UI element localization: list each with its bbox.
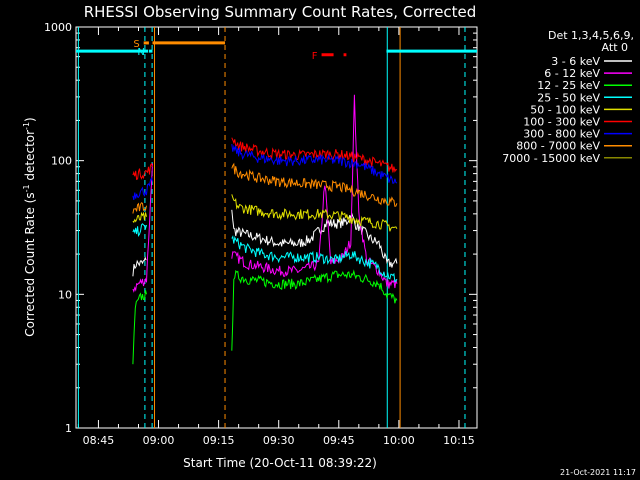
svg-text:Corrected Count Rate (s-1 dete: Corrected Count Rate (s-1 detector-1) [22,117,37,336]
legend-label: 25 - 50 keV [537,91,600,104]
y-axis-label: Corrected Count Rate (s-1 detector-1) [22,117,37,336]
y-axis-label-sup: -1 [22,184,31,192]
y-tick-label: 100 [51,155,72,168]
y-tick-label: 10 [58,288,72,301]
series-line [132,162,153,181]
series-line [132,176,153,201]
legend-label: 300 - 800 keV [523,128,600,141]
series-line [132,290,147,365]
legend-label: 6 - 12 keV [544,67,600,80]
x-axis-ticks: 08:45 09:00 09:15 09:30 09:45 10:00 10:15 [77,27,475,447]
y-axis-label-mid: detector [23,130,37,185]
legend-label: 7000 - 15000 keV [502,152,600,165]
series-line [231,94,398,289]
y-axis-label-sup2: -1 [22,122,31,130]
series-line [132,202,147,214]
flag-label: S [133,39,139,50]
series-line [132,211,147,224]
plot-area: SN F [76,27,477,428]
x-tick-label: 10:00 [383,434,415,447]
x-tick-label: 08:45 [83,434,115,447]
series-line [231,137,398,173]
x-axis-label: Start Time (20-Oct-11 08:39:22) [183,456,377,470]
legend-label: 800 - 7000 keV [516,140,600,153]
flag-label: N [137,47,144,58]
legend-label: 100 - 300 keV [523,116,600,129]
y-tick-label: 1000 [44,21,72,34]
y-axis-label-main: Corrected Count Rate (s [23,192,37,336]
flag-label: F [312,51,318,62]
timestamp: 21-Oct-2021 11:17 [560,468,636,477]
series-line [132,223,147,237]
legend-label: 3 - 6 keV [551,55,600,68]
legend-header-attenuator: Att 0 [602,41,628,54]
series-line [231,162,398,207]
chart-title: RHESSI Observing Summary Count Rates, Co… [84,3,477,21]
series-line [132,163,153,293]
y-axis-ticks: 1 10 100 1000 [44,21,477,435]
legend-header-detectors: Det 1,3,4,5,6,9, [548,29,634,42]
plot-frame [75,26,478,429]
series-line [231,235,398,283]
x-tick-label: 09:00 [143,434,175,447]
legend-label: 50 - 100 keV [530,103,600,116]
series-line [231,209,398,268]
series-line [231,144,398,184]
x-tick-label: 09:15 [203,434,235,447]
series-line [132,256,147,277]
x-tick-label: 10:15 [443,434,475,447]
x-tick-label: 09:45 [323,434,355,447]
series-line [231,194,398,232]
y-tick-label: 1 [65,422,72,435]
x-tick-label: 09:30 [263,434,295,447]
series-line [231,269,398,351]
y-axis-label-end: ) [23,117,37,122]
legend-label: 12 - 25 keV [537,79,600,92]
